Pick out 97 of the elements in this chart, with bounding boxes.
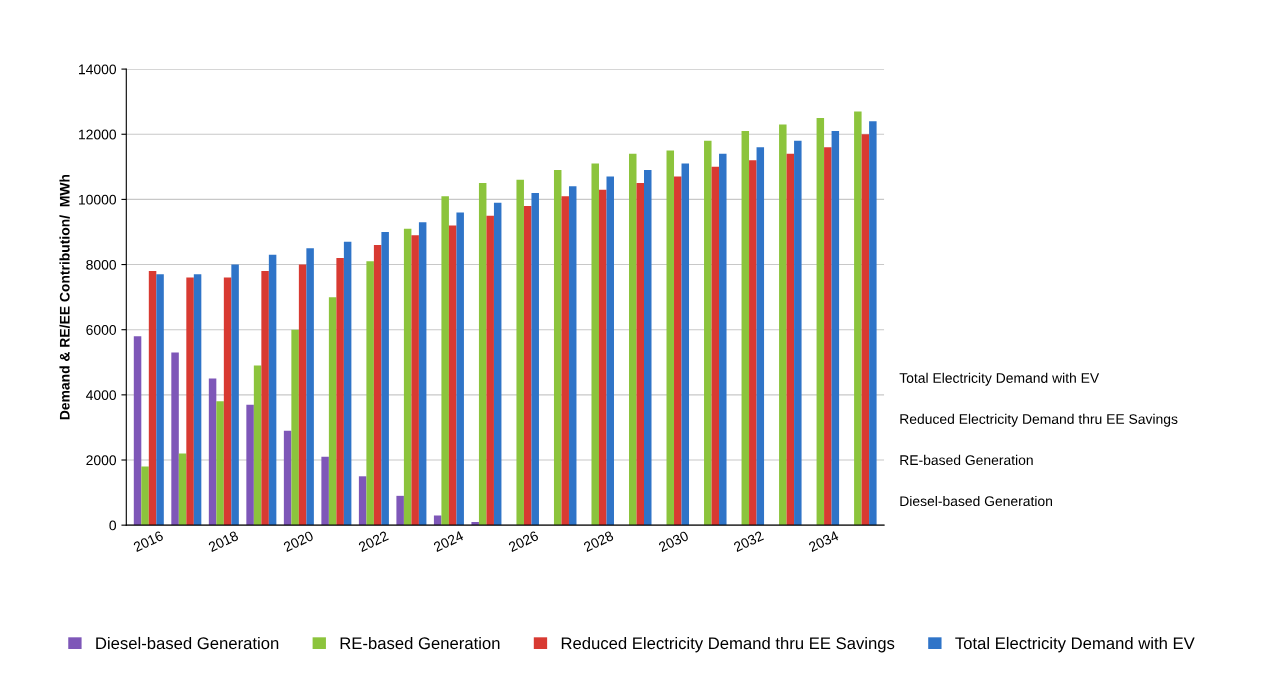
bar xyxy=(516,179,524,526)
text: Diesel-based Generation xyxy=(900,495,1052,507)
legend-label: RE-based Generation xyxy=(340,636,500,650)
bar xyxy=(381,231,389,526)
x-tick-label: 2028 xyxy=(583,530,615,553)
bar xyxy=(756,147,765,526)
bar xyxy=(268,254,277,526)
bar xyxy=(779,124,787,526)
bar xyxy=(291,329,299,526)
bar xyxy=(321,456,329,526)
y-tick-label: 2000 xyxy=(86,455,117,466)
bar xyxy=(156,274,164,526)
bar xyxy=(629,153,637,526)
x-tick-label: 2020 xyxy=(282,530,314,553)
bar xyxy=(448,225,457,526)
bar xyxy=(824,147,832,526)
bar xyxy=(831,130,840,526)
bar xyxy=(246,404,254,526)
bar xyxy=(854,111,862,526)
x-tick-label: 2024 xyxy=(432,530,465,553)
bar xyxy=(148,271,157,526)
y-tick-label: 4000 xyxy=(86,390,117,401)
bar xyxy=(816,117,825,526)
bar xyxy=(231,264,239,526)
x-tick-label: 2016 xyxy=(132,530,164,553)
bar xyxy=(478,183,487,526)
bar xyxy=(741,130,750,526)
text: RE-based Generation xyxy=(900,454,1033,466)
bar xyxy=(418,222,427,526)
bar xyxy=(336,258,344,526)
bar xyxy=(471,521,479,526)
bar xyxy=(396,495,404,526)
bar xyxy=(794,140,802,526)
bar xyxy=(861,134,870,526)
bar xyxy=(366,261,374,526)
bar xyxy=(456,212,464,526)
bar xyxy=(749,160,757,526)
bar xyxy=(598,189,607,526)
y-tick-label: 8000 xyxy=(86,259,117,270)
y-tick-label: 6000 xyxy=(86,325,117,335)
bar xyxy=(186,277,194,526)
bar xyxy=(298,264,307,526)
legend-label: Diesel-based Generation xyxy=(96,636,279,650)
x-tick-label: 2022 xyxy=(357,530,389,553)
bar xyxy=(493,202,502,526)
x-tick-label: 2018 xyxy=(207,530,239,553)
bar xyxy=(561,196,569,526)
bar xyxy=(253,365,262,526)
bar xyxy=(133,336,142,526)
y-tick-label: 0 xyxy=(109,520,117,531)
bar xyxy=(704,140,712,526)
bar xyxy=(441,196,449,526)
bar xyxy=(358,476,367,526)
bar xyxy=(568,186,577,526)
y-tick-label: 14000 xyxy=(79,64,117,75)
bar xyxy=(433,515,442,526)
bar xyxy=(553,170,562,526)
bar xyxy=(591,163,599,526)
text: Reduced Electricity Demand thru EE Savings xyxy=(900,413,1178,427)
bar xyxy=(193,274,202,526)
bar xyxy=(636,183,644,526)
legend-label: Reduced Electricity Demand thru EE Savings xyxy=(561,636,895,653)
bar xyxy=(606,176,614,526)
y-tick-label: 10000 xyxy=(79,194,117,205)
x-tick-label: 2026 xyxy=(508,530,539,553)
bar xyxy=(261,271,269,526)
bar xyxy=(523,205,532,526)
bar xyxy=(373,245,382,526)
bar xyxy=(171,352,179,526)
y-axis-title: Demand & RE/EE Contribution/ MWh xyxy=(59,174,70,420)
bar xyxy=(674,176,682,526)
bar xyxy=(216,401,224,526)
bar xyxy=(306,248,314,526)
x-tick-label: 2032 xyxy=(733,530,764,553)
bar xyxy=(719,153,727,526)
bar xyxy=(711,166,720,526)
bar xyxy=(531,192,539,526)
bar xyxy=(644,170,652,526)
bar xyxy=(223,277,232,526)
bar xyxy=(208,378,217,526)
text: Total Electricity Demand with EV xyxy=(899,372,1100,386)
bar xyxy=(411,235,419,526)
legend-label: Total Electricity Demand with EV xyxy=(955,636,1195,653)
bar xyxy=(869,121,877,526)
bar xyxy=(283,430,292,526)
bar xyxy=(666,150,675,526)
bar xyxy=(141,466,149,526)
x-tick-label: 2030 xyxy=(658,530,690,553)
bar xyxy=(343,241,352,526)
bar xyxy=(486,215,494,526)
bar xyxy=(403,228,412,526)
y-tick-label: 12000 xyxy=(79,129,117,140)
bar xyxy=(328,297,337,526)
bar xyxy=(681,163,690,526)
bar xyxy=(786,153,795,526)
bar xyxy=(178,453,187,526)
x-tick-label: 2034 xyxy=(808,530,840,553)
